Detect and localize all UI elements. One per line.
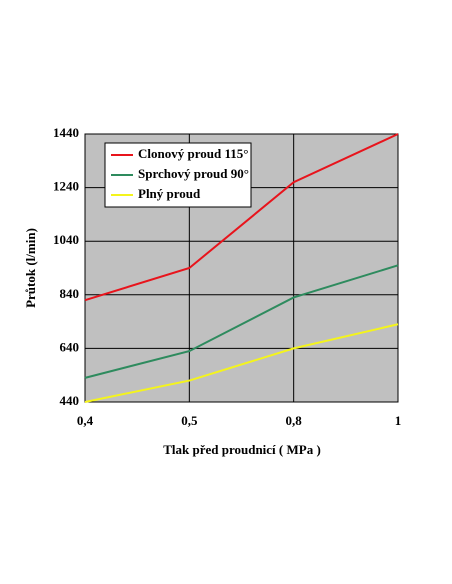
x-tick-label: 1 [395,413,402,428]
x-tick-label: 0,4 [77,413,94,428]
series-line [84,323,399,403]
y-tick-label: 1240 [53,179,79,194]
series-line [84,264,399,379]
y-tick-label: 440 [60,393,80,408]
x-tick-label: 0,5 [181,413,198,428]
legend-label: Clonový proud 115° [138,146,248,161]
y-axis-label: Průtok (l/min) [23,228,38,308]
y-tick-label: 840 [60,286,80,301]
legend-label: Sprchový proud 90° [138,166,249,181]
y-tick-label: 640 [60,339,80,354]
legend-label: Plný proud [138,186,201,201]
y-tick-label: 1440 [53,125,79,140]
y-tick-label: 1040 [53,232,79,247]
x-tick-label: 0,8 [286,413,303,428]
series-line [84,133,399,302]
x-axis-label: Tlak před proudnicí ( MPa ) [163,442,321,457]
